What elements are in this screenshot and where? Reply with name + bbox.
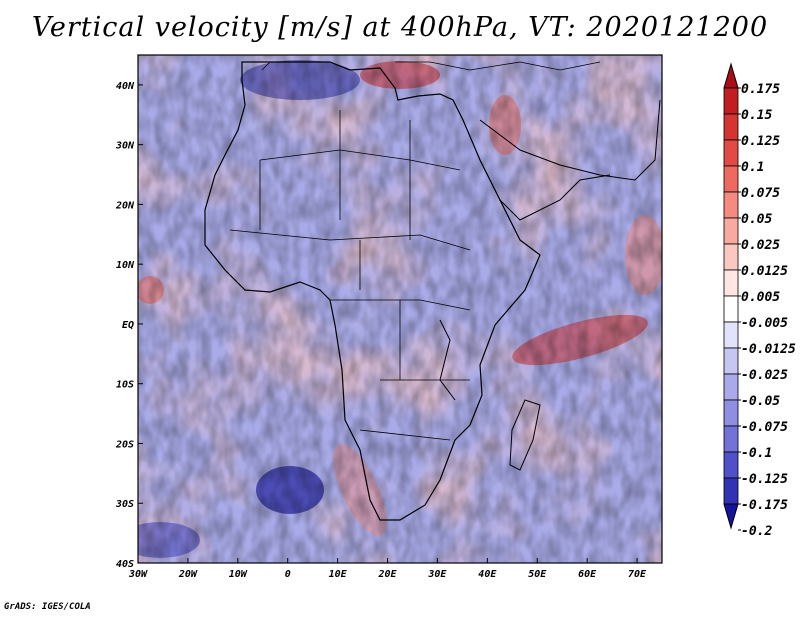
colorbar-swatch bbox=[723, 269, 739, 297]
colorbar-swatch bbox=[723, 191, 739, 219]
colorbar-label: -0.2 bbox=[741, 524, 772, 539]
velocity-field bbox=[138, 55, 662, 563]
lon-tick-label: 0 bbox=[285, 569, 291, 580]
lat-tick-label: 30S bbox=[115, 499, 134, 510]
colorbar-label: -0.0125 bbox=[741, 342, 796, 357]
colorbar-label: -0.125 bbox=[741, 472, 788, 487]
colorbar-swatch bbox=[723, 295, 739, 323]
lat-tick-label: 30N bbox=[115, 141, 135, 152]
colorbar-label: -0.1 bbox=[741, 446, 772, 461]
colorbar-swatch bbox=[723, 321, 739, 349]
colorbar-swatch bbox=[723, 451, 739, 479]
colorbar-arrow-top bbox=[723, 62, 739, 89]
colorbar-arrow-bottom bbox=[723, 503, 739, 530]
colorbar-label: -0.005 bbox=[741, 316, 788, 331]
lat-tick-label: 20N bbox=[115, 200, 135, 211]
colorbar-label: -0.05 bbox=[741, 394, 780, 409]
colorbar-swatch bbox=[723, 399, 739, 427]
lon-tick-label: 10W bbox=[229, 569, 248, 580]
colorbar-label: -0.025 bbox=[741, 368, 788, 383]
colorbar-label: 0.1 bbox=[741, 160, 764, 175]
colorbar-label: -0.175 bbox=[741, 498, 788, 513]
colorbar-label: 0.15 bbox=[741, 108, 772, 123]
lon-tick-label: 20W bbox=[178, 569, 198, 580]
lat-tick-label: EQ bbox=[122, 320, 134, 331]
lat-tick-label: 20S bbox=[115, 439, 134, 450]
colorbar-swatch bbox=[723, 87, 739, 115]
map-title: Vertical velocity [m/s] at 400hPa, VT: 2… bbox=[31, 12, 769, 43]
latitude-ticks: 40N 30N 20N 10N EQ 10S 20S 30S 40S bbox=[115, 81, 143, 570]
lat-tick-label: 10S bbox=[116, 380, 134, 391]
colorbar-label: -0.075 bbox=[741, 420, 788, 435]
lon-tick-label: 30W bbox=[128, 569, 148, 580]
colorbar-label: 0.0125 bbox=[741, 264, 788, 279]
credit-label: GrADS: IGES/COLA bbox=[4, 602, 91, 612]
map-frame bbox=[137, 54, 663, 564]
lon-tick-label: 20E bbox=[377, 569, 397, 580]
lon-tick-label: 60E bbox=[578, 569, 597, 580]
colorbar-label: 0.175 bbox=[741, 82, 780, 97]
colorbar-swatch bbox=[723, 165, 739, 193]
colorbar-swatch bbox=[723, 477, 739, 505]
lat-tick-label: 40N bbox=[116, 81, 135, 92]
colorbar-label: 0.005 bbox=[741, 290, 780, 305]
lon-tick-label: 10E bbox=[329, 569, 348, 580]
colorbar-swatch bbox=[723, 113, 739, 141]
colorbar: 0.175 0.15 0.125 0.1 0.075 0.05 0.025 0.0125 0.0… bbox=[723, 62, 796, 539]
colorbar-label: 0.025 bbox=[741, 238, 780, 253]
lat-tick-label: 10N bbox=[116, 260, 135, 271]
colorbar-label: 0.125 bbox=[741, 134, 780, 149]
colorbar-label: 0.075 bbox=[741, 186, 780, 201]
colorbar-swatch bbox=[723, 347, 739, 375]
colorbar-swatch bbox=[723, 243, 739, 271]
colorbar-label: 0.05 bbox=[741, 212, 772, 227]
colorbar-swatch bbox=[723, 139, 739, 167]
colorbar-swatch bbox=[723, 217, 739, 245]
lon-tick-label: 50E bbox=[528, 569, 547, 580]
colorbar-swatch bbox=[723, 425, 739, 453]
longitude-ticks: 30W 20W 10W 0 10E 20E 30E 40E 50E 60E 70E bbox=[128, 558, 647, 580]
lon-tick-label: 70E bbox=[628, 569, 647, 580]
lon-tick-label: 30E bbox=[427, 569, 447, 580]
colorbar-swatch bbox=[723, 373, 739, 401]
lat-tick-label: 40S bbox=[116, 559, 134, 570]
lon-tick-label: 40E bbox=[478, 569, 497, 580]
